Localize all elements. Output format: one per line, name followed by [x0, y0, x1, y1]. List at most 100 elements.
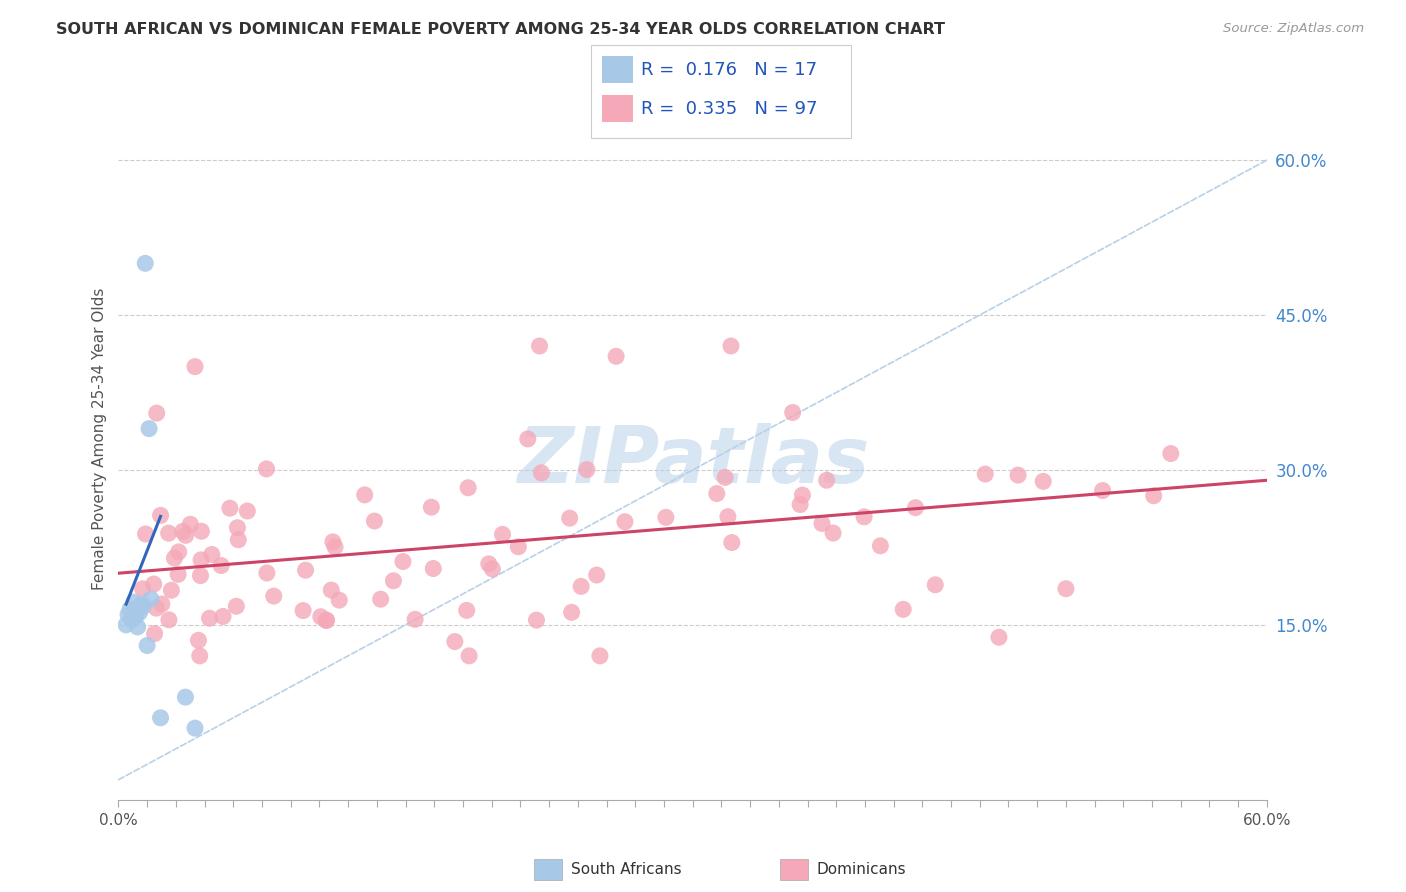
- Point: [188, 648, 211, 663]
- Point: [174, 528, 197, 542]
- Point: [145, 601, 167, 615]
- Point: [131, 597, 153, 611]
- Point: [575, 462, 598, 476]
- Point: [167, 567, 190, 582]
- Point: [422, 561, 444, 575]
- Point: [891, 602, 914, 616]
- Point: [529, 339, 551, 353]
- Point: [315, 613, 337, 627]
- Point: [1054, 582, 1077, 596]
- Point: [315, 614, 337, 628]
- Point: [823, 526, 845, 541]
- Point: [184, 721, 207, 735]
- Point: [328, 593, 350, 607]
- Point: [149, 508, 172, 523]
- Point: [198, 611, 221, 625]
- Point: [263, 589, 285, 603]
- Point: [456, 603, 478, 617]
- Text: SOUTH AFRICAN VS DOMINICAN FEMALE POVERTY AMONG 25-34 YEAR OLDS CORRELATION CHAR: SOUTH AFRICAN VS DOMINICAN FEMALE POVERT…: [56, 22, 945, 37]
- Point: [721, 535, 744, 549]
- Point: [321, 583, 343, 598]
- Text: Dominicans: Dominicans: [817, 863, 907, 877]
- Point: [190, 568, 212, 582]
- Point: [187, 633, 209, 648]
- Point: [190, 524, 212, 539]
- Point: [209, 558, 232, 573]
- Point: [139, 592, 162, 607]
- Point: [714, 470, 737, 484]
- Point: [1143, 489, 1166, 503]
- Point: [792, 488, 814, 502]
- Point: [789, 498, 811, 512]
- Point: [1091, 483, 1114, 498]
- Point: [815, 473, 838, 487]
- Point: [605, 349, 627, 363]
- Point: [655, 510, 678, 524]
- Point: [160, 583, 183, 598]
- Point: [201, 548, 224, 562]
- Point: [987, 630, 1010, 644]
- Point: [124, 609, 146, 624]
- Point: [145, 406, 167, 420]
- Point: [118, 602, 141, 616]
- Point: [382, 574, 405, 588]
- Point: [526, 613, 548, 627]
- Point: [212, 609, 235, 624]
- Text: ZIPatlas: ZIPatlas: [516, 423, 869, 499]
- Point: [974, 467, 997, 481]
- Point: [184, 359, 207, 374]
- Point: [720, 339, 742, 353]
- Point: [478, 557, 501, 571]
- Point: [589, 648, 612, 663]
- Point: [294, 563, 316, 577]
- Point: [143, 626, 166, 640]
- Point: [869, 539, 891, 553]
- Point: [256, 462, 278, 476]
- Point: [163, 551, 186, 566]
- Point: [706, 486, 728, 500]
- Point: [569, 579, 592, 593]
- Point: [561, 605, 583, 619]
- Point: [309, 609, 332, 624]
- Point: [420, 500, 443, 515]
- Y-axis label: Female Poverty Among 25-34 Year Olds: Female Poverty Among 25-34 Year Olds: [93, 288, 107, 591]
- Point: [136, 639, 159, 653]
- Text: R =  0.335   N = 97: R = 0.335 N = 97: [641, 100, 818, 118]
- Point: [218, 501, 240, 516]
- Point: [142, 577, 165, 591]
- Point: [458, 648, 481, 663]
- Point: [134, 256, 156, 270]
- Point: [613, 515, 636, 529]
- Point: [363, 514, 385, 528]
- Point: [135, 527, 157, 541]
- Point: [121, 613, 143, 627]
- Point: [236, 504, 259, 518]
- Point: [122, 595, 145, 609]
- Point: [558, 511, 581, 525]
- Point: [516, 432, 538, 446]
- Point: [226, 533, 249, 547]
- Point: [1032, 475, 1054, 489]
- Point: [508, 540, 530, 554]
- Point: [157, 526, 180, 541]
- Point: [904, 500, 927, 515]
- Point: [404, 612, 426, 626]
- Point: [322, 534, 344, 549]
- Point: [117, 607, 139, 622]
- Point: [256, 566, 278, 580]
- Point: [127, 620, 149, 634]
- Point: [481, 562, 503, 576]
- Point: [1160, 446, 1182, 460]
- Point: [1007, 468, 1029, 483]
- Point: [128, 606, 150, 620]
- Point: [444, 634, 467, 648]
- Point: [457, 481, 479, 495]
- Point: [585, 568, 607, 582]
- Point: [157, 613, 180, 627]
- Point: [292, 603, 315, 617]
- Point: [226, 521, 249, 535]
- Point: [491, 527, 513, 541]
- Text: Source: ZipAtlas.com: Source: ZipAtlas.com: [1223, 22, 1364, 36]
- Point: [167, 545, 190, 559]
- Point: [149, 711, 172, 725]
